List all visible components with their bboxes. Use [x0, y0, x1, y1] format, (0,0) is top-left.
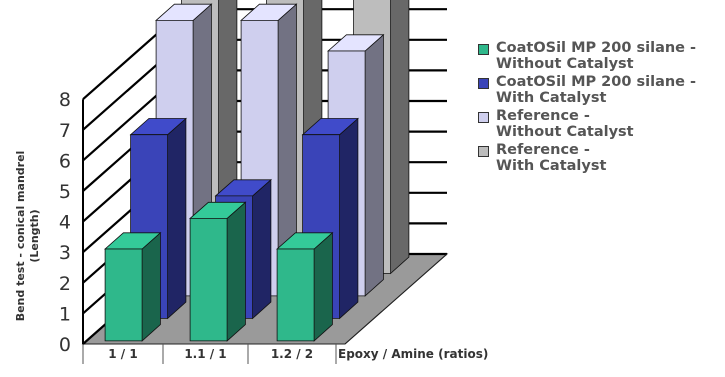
- legend-label-line2: With Catalyst: [496, 90, 607, 106]
- legend-swatch-green: [478, 44, 489, 55]
- legend-swatch-gray: [478, 146, 489, 157]
- legend-label-line1: CoatOSil MP 200 silane -: [496, 74, 697, 90]
- y-tick-label: 1: [59, 303, 71, 325]
- legend-label-line2: Without Catalyst: [496, 124, 634, 140]
- legend-label-line2: Without Catalyst: [496, 56, 634, 72]
- y-axis-label-line1: Bend test - conical mandrel: [14, 151, 27, 322]
- legend-item-reference-with-catalyst: Reference - With Catalyst: [478, 142, 723, 176]
- y-tick-label: 4: [59, 212, 71, 234]
- x-tick-labels: 1 / 1 1.1 / 1 1.2 / 2: [82, 344, 337, 364]
- y-tick-label: 7: [59, 120, 71, 142]
- bar-side: [313, 231, 333, 342]
- x-axis-label: Epoxy / Amine (ratios): [338, 347, 488, 361]
- bar-side: [252, 178, 272, 320]
- y-tick-label: 3: [59, 242, 71, 264]
- y-tick-label: 0: [59, 334, 71, 356]
- floor-right-edge: [344, 253, 448, 345]
- y-tick-labels: 0 1 2 3 4 5 6 7 8: [59, 89, 71, 356]
- legend-label-line1: Reference -: [496, 142, 590, 158]
- bar-side: [167, 117, 187, 320]
- legend-item-coatosil-with-catalyst: CoatOSil MP 200 silane - With Catalyst: [478, 74, 723, 108]
- legend-swatch-lavender: [478, 112, 489, 123]
- bar-front: [276, 248, 315, 342]
- legend-label-line1: Reference -: [496, 108, 590, 124]
- bar-1-1-1: [104, 231, 162, 342]
- legend-label-line1: CoatOSil MP 200 silane -: [496, 40, 697, 56]
- bar-side: [226, 201, 246, 342]
- legend-label-line2: With Catalyst: [496, 158, 607, 174]
- y-tick-label: 2: [59, 273, 71, 295]
- x-tick-label: 1.2 / 2: [271, 347, 313, 361]
- y-tick-label: 5: [59, 181, 71, 203]
- y-axis-label-line2: (Length): [28, 209, 41, 262]
- x-tick-label: 1.1 / 1: [184, 347, 226, 361]
- bars-group: [104, 0, 410, 342]
- bar-1-1-1-1: [189, 201, 247, 342]
- y-tick-label: 6: [59, 150, 71, 172]
- bar-front: [189, 217, 228, 342]
- bar-1-1-2-2: [276, 231, 334, 342]
- y-axis-label: Bend test - conical mandrel (Length): [14, 151, 41, 322]
- bar-side: [364, 33, 384, 297]
- y-tick-label: 8: [59, 89, 71, 111]
- bar-side: [390, 0, 410, 275]
- bar-side: [141, 231, 161, 342]
- legend-item-reference-without-catalyst: Reference - Without Catalyst: [478, 108, 723, 142]
- legend-swatch-blue: [478, 78, 489, 89]
- bar-front: [104, 248, 143, 342]
- legend: CoatOSil MP 200 silane - Without Catalys…: [478, 40, 723, 176]
- legend-item-coatosil-without-catalyst: CoatOSil MP 200 silane - Without Catalys…: [478, 40, 723, 74]
- bar-side: [339, 117, 359, 320]
- x-tick-label: 1 / 1: [108, 347, 137, 361]
